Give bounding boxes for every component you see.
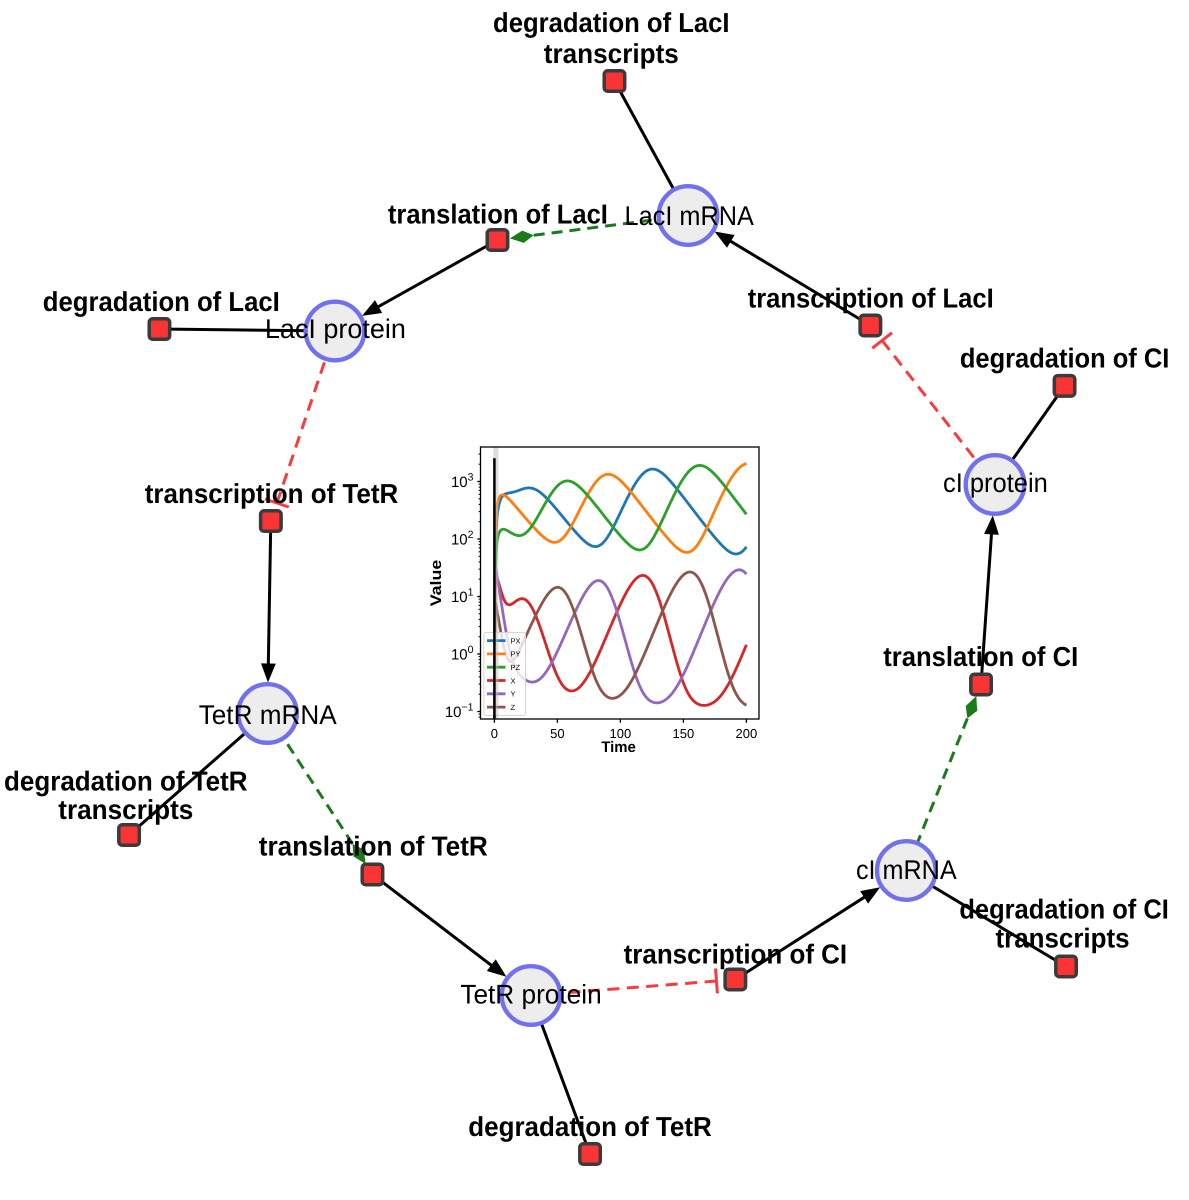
svg-text:TetR protein: TetR protein (460, 979, 601, 1009)
svg-text:150: 150 (673, 726, 695, 741)
svg-text:PX: PX (511, 636, 521, 645)
svg-text:degradation of CI: degradation of CI (960, 343, 1170, 374)
svg-text:translation of TetR: translation of TetR (259, 831, 488, 862)
svg-text:transcripts: transcripts (996, 923, 1130, 954)
svg-text:LacI mRNA: LacI mRNA (625, 201, 754, 231)
svg-text:100: 100 (610, 726, 632, 741)
svg-text:transcripts: transcripts (544, 38, 679, 69)
svg-text:LacI protein: LacI protein (265, 314, 406, 344)
svg-text:transcription of CI: transcription of CI (624, 939, 848, 970)
svg-text:TetR mRNA: TetR mRNA (199, 700, 337, 730)
svg-text:Value: Value (428, 560, 445, 607)
svg-text:degradation of TetR: degradation of TetR (4, 766, 248, 797)
svg-text:PZ: PZ (511, 663, 521, 672)
svg-text:X: X (511, 676, 516, 685)
svg-text:transcripts: transcripts (58, 794, 193, 825)
svg-text:degradation of CI: degradation of CI (959, 893, 1169, 924)
svg-text:transcription of TetR: transcription of TetR (145, 478, 399, 509)
svg-text:0: 0 (491, 726, 498, 741)
svg-text:200: 200 (736, 726, 758, 741)
svg-text:degradation of TetR: degradation of TetR (468, 1111, 712, 1142)
svg-text:50: 50 (550, 726, 564, 741)
svg-text:degradation of LacI: degradation of LacI (493, 7, 730, 38)
svg-text:Y: Y (511, 690, 516, 699)
svg-text:translation of CI: translation of CI (883, 641, 1078, 672)
svg-text:degradation of LacI: degradation of LacI (43, 286, 280, 317)
svg-text:PY: PY (511, 650, 521, 659)
svg-text:Z: Z (511, 703, 516, 712)
svg-text:Time: Time (601, 739, 636, 756)
svg-text:transcription of LacI: transcription of LacI (748, 283, 994, 314)
svg-text:cI protein: cI protein (943, 468, 1048, 498)
svg-text:cI mRNA: cI mRNA (856, 855, 957, 885)
svg-text:translation of LacI: translation of LacI (388, 198, 608, 229)
